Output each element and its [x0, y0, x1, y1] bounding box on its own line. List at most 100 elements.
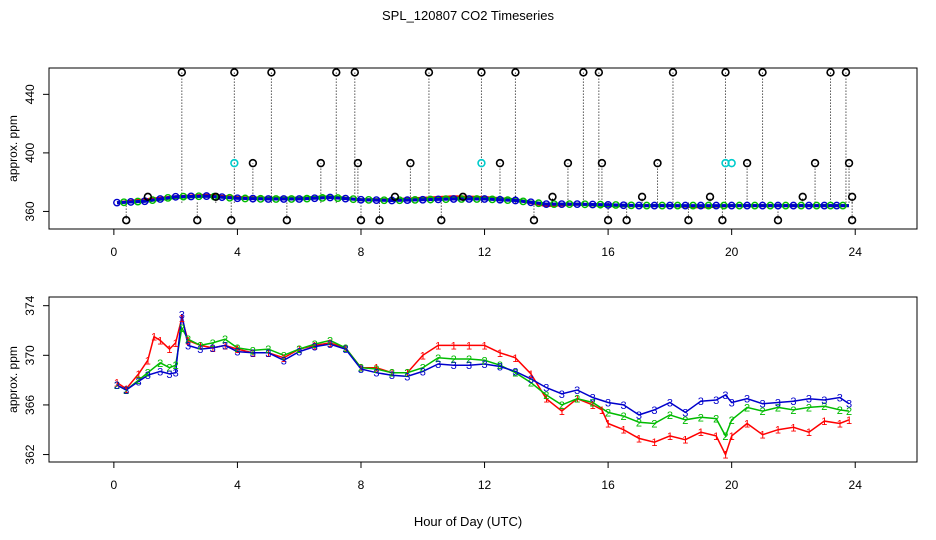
series-3-symbol: 3 [404, 371, 410, 383]
spike-point [458, 192, 468, 202]
spike-point [356, 216, 366, 225]
series-3-point [804, 201, 813, 210]
series-1-symbol: 1 [210, 343, 216, 355]
series-2-symbol: 2 [451, 354, 457, 366]
series-3-point [233, 194, 242, 203]
series-3-point [303, 194, 311, 203]
series-1-symbol: 1 [846, 415, 852, 427]
spike-point [495, 158, 505, 168]
series-2-symbol: 2 [358, 363, 364, 375]
series-3-point [372, 196, 381, 204]
series-3-symbol: 3 [312, 342, 318, 354]
series-3-point [295, 195, 304, 203]
spike-point [742, 158, 752, 168]
spike-point [424, 68, 434, 77]
series-1-symbol: 1 [435, 340, 441, 352]
series-3-point [171, 192, 180, 201]
spike-point [579, 68, 588, 77]
series-3-point [287, 195, 296, 203]
series-3-symbol: 3 [620, 400, 626, 412]
series-3-symbol: 3 [114, 380, 120, 392]
series-3-point [225, 193, 234, 202]
series-1-symbol: 1 [574, 394, 580, 406]
series-2-symbol: 2 [296, 344, 302, 356]
series-3-symbol: 3 [481, 359, 487, 371]
series-2-symbol: 2 [145, 368, 151, 380]
series-3-point [774, 201, 782, 210]
series-3-point [449, 195, 458, 203]
series-3-symbol: 3 [698, 396, 704, 408]
series-3-point [588, 200, 597, 209]
series-2-symbol: 2 [185, 334, 191, 346]
series-2-symbol: 2 [636, 417, 642, 429]
series-2-symbol: 2 [722, 431, 728, 443]
series-3-point [704, 201, 713, 210]
series-3-symbol: 3 [234, 347, 240, 359]
series-3-point [581, 200, 589, 209]
series-1-symbol: 1 [296, 344, 302, 356]
series-1-symbol: 1 [373, 363, 379, 375]
spike-point [798, 192, 807, 202]
series-1-symbol: 1 [166, 344, 172, 356]
series-3-point [743, 201, 752, 210]
series-2-symbol: 2 [389, 368, 395, 380]
series-3-point [611, 201, 620, 209]
x-tick-label: 0 [111, 478, 118, 492]
series-3-point [658, 201, 667, 210]
series-2-symbol: 2 [327, 335, 333, 347]
spike-point [594, 68, 604, 77]
y-tick-label: 440 [23, 84, 37, 104]
series-1-symbol: 1 [312, 340, 318, 352]
series-3-symbol: 3 [173, 368, 179, 380]
cyan-point [230, 158, 239, 168]
x-tick-label: 8 [358, 478, 365, 492]
series-1-symbol: 1 [179, 313, 185, 325]
series-3-point [750, 201, 759, 210]
spike-point [810, 158, 820, 168]
series-2-symbol: 2 [759, 406, 765, 418]
x-tick-label: 20 [725, 478, 739, 492]
spike-point [406, 158, 415, 168]
series-1-symbol: 1 [806, 427, 812, 439]
series-1-symbol: 1 [497, 348, 503, 360]
spike-point [230, 68, 239, 77]
series-3-symbol: 3 [775, 397, 781, 409]
series-3-point [642, 201, 651, 210]
x-tick-label: 24 [849, 245, 863, 259]
spike-point [437, 216, 446, 225]
series-3-point [341, 194, 350, 203]
spike-point [248, 158, 258, 168]
series-2-symbol: 2 [179, 323, 185, 335]
series-3-symbol: 3 [435, 359, 441, 371]
series-2-symbol: 2 [210, 338, 216, 350]
spike-point [563, 158, 573, 168]
series-3-point [565, 200, 574, 209]
series-2-symbol: 2 [466, 354, 472, 366]
series-3-point [426, 195, 435, 204]
series-2-symbol: 2 [265, 344, 271, 356]
series-3-symbol: 3 [123, 385, 129, 397]
series-3-point [720, 201, 728, 210]
y-tick-label: 362 [23, 444, 37, 464]
series-1-symbol: 1 [123, 384, 129, 396]
series-1-symbol: 1 [389, 368, 395, 380]
series-3-symbol: 3 [667, 397, 673, 409]
series-3-point [511, 196, 520, 205]
series-2-line [116, 325, 850, 438]
series-3-point [403, 196, 412, 204]
series-3-symbol: 3 [651, 405, 657, 417]
spike-point [847, 192, 857, 202]
series-3-point [596, 200, 605, 209]
spike-point [721, 68, 730, 77]
series-2-symbol: 2 [574, 394, 580, 406]
series-3-symbol: 3 [166, 369, 172, 381]
figure-title: SPL_120807 CO2 Timeseries [382, 8, 554, 23]
y-tick-label: 370 [23, 345, 37, 365]
series-3-symbol: 3 [327, 339, 333, 351]
x-tick-label: 0 [111, 245, 118, 259]
series-3-point [472, 195, 481, 203]
series-1-symbol: 1 [744, 419, 750, 431]
spike-point [529, 216, 539, 225]
spike-point [826, 68, 835, 77]
